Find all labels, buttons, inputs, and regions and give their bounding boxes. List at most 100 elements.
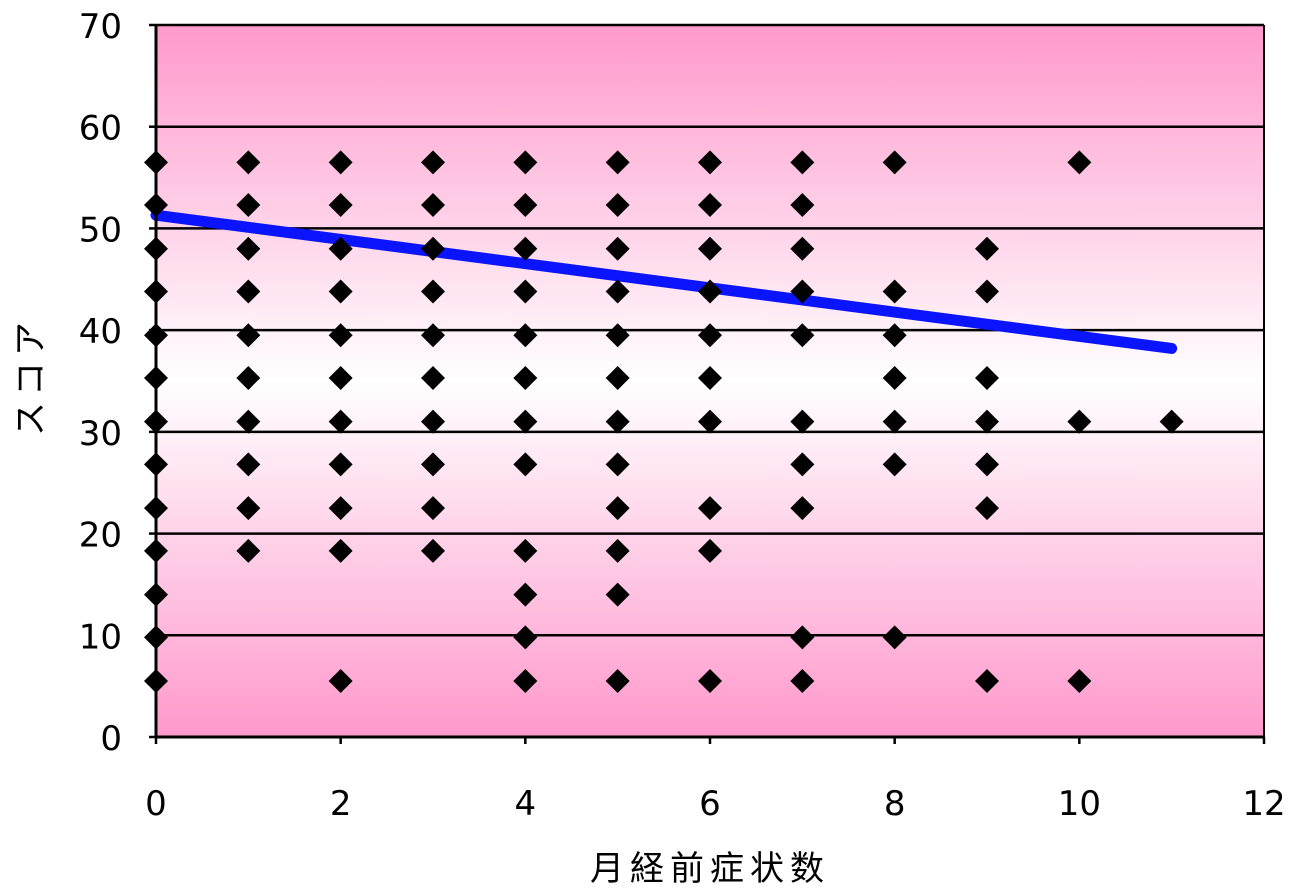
data-point [328, 409, 353, 434]
data-point [698, 193, 722, 218]
data-point [605, 279, 630, 304]
data-point [421, 193, 445, 218]
data-point [236, 193, 261, 218]
data-point [605, 452, 630, 477]
data-point [975, 409, 999, 434]
data-point [328, 323, 353, 348]
data-point [328, 452, 353, 477]
data-point [236, 236, 261, 261]
data-point [513, 582, 538, 607]
data-point [328, 365, 353, 390]
data-point [236, 365, 261, 390]
data-point [1159, 409, 1184, 434]
data-point [328, 538, 353, 563]
data-point [236, 452, 261, 477]
data-point [605, 538, 630, 563]
data-point [790, 409, 815, 434]
data-point [698, 409, 722, 434]
data-point [790, 625, 815, 650]
y-tick-label: 0 [100, 719, 122, 759]
x-tick-label: 8 [884, 784, 906, 824]
data-point [328, 496, 353, 521]
y-tick-label: 50 [79, 210, 122, 250]
data-point [328, 236, 353, 261]
data-point [882, 625, 907, 650]
data-point [236, 538, 261, 563]
x-tick-label: 12 [1242, 784, 1285, 824]
data-point [605, 323, 630, 348]
data-point [790, 236, 815, 261]
data-point [698, 323, 722, 348]
data-point [513, 669, 538, 694]
data-point [698, 496, 722, 521]
data-point [975, 452, 999, 477]
x-tick-label: 6 [699, 784, 721, 824]
data-point [698, 150, 722, 175]
data-point [882, 279, 907, 304]
data-point [975, 236, 999, 261]
data-point [513, 365, 538, 390]
x-tick-label: 2 [330, 784, 352, 824]
data-point [882, 365, 907, 390]
data-point [421, 150, 445, 175]
data-point [975, 365, 999, 390]
data-point [513, 323, 538, 348]
data-point [513, 193, 538, 218]
data-point [421, 538, 445, 563]
data-point [882, 452, 907, 477]
data-point [513, 452, 538, 477]
y-tick-label: 60 [79, 109, 122, 149]
data-point [421, 236, 445, 261]
data-point [790, 150, 815, 175]
data-point [790, 669, 815, 694]
data-point [421, 452, 445, 477]
axes [149, 23, 1266, 744]
data-point [513, 625, 538, 650]
data-point [790, 193, 815, 218]
data-point [698, 236, 722, 261]
data-point [975, 669, 999, 694]
data-point [605, 150, 630, 175]
data-point [513, 279, 538, 304]
data-point [790, 452, 815, 477]
data-point [513, 538, 538, 563]
data-point [236, 496, 261, 521]
data-point [328, 193, 353, 218]
data-point [1067, 409, 1092, 434]
data-point [328, 150, 353, 175]
data-point [605, 496, 630, 521]
data-point [421, 496, 445, 521]
data-point [513, 236, 538, 261]
data-point [513, 150, 538, 175]
data-point [605, 582, 630, 607]
data-point [605, 193, 630, 218]
data-point [882, 323, 907, 348]
data-point [421, 365, 445, 390]
data-point [698, 669, 722, 694]
data-point [882, 409, 907, 434]
data-point [790, 323, 815, 348]
data-point [328, 669, 353, 694]
data-point [328, 279, 353, 304]
data-point [790, 279, 815, 304]
data-point [1067, 669, 1092, 694]
data-point [236, 279, 261, 304]
y-tick-label: 20 [79, 516, 122, 556]
data-point [605, 669, 630, 694]
data-point [975, 279, 999, 304]
data-point [421, 409, 445, 434]
data-point [421, 323, 445, 348]
data-point [421, 279, 445, 304]
trendline-layer [150, 209, 1178, 354]
x-axis-title: 月経前症状数 [590, 849, 830, 889]
y-tick-label: 70 [79, 7, 122, 47]
y-tick-label: 40 [79, 312, 122, 352]
data-point [1067, 150, 1092, 175]
y-axis-title: スコア [11, 316, 51, 436]
x-tick-label: 0 [145, 784, 167, 824]
x-tick-label: 4 [515, 784, 537, 824]
y-tick-label: 30 [79, 414, 122, 454]
data-point [975, 496, 999, 521]
data-point [605, 409, 630, 434]
